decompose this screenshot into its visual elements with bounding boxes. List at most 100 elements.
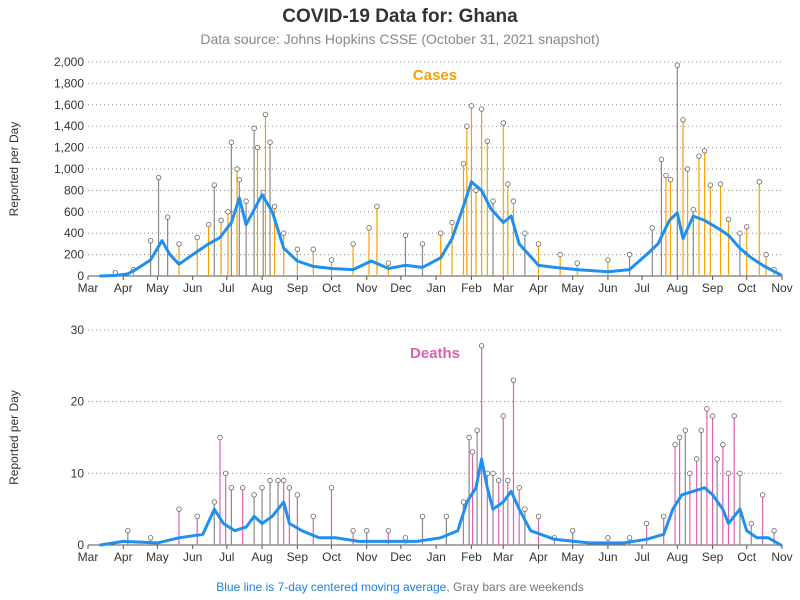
daily-point	[310, 513, 316, 520]
daily-point	[176, 241, 182, 247]
daily-point	[262, 111, 269, 118]
x-tick-label: Jan	[426, 550, 445, 564]
daily-point	[696, 153, 702, 159]
daily-point	[364, 527, 370, 534]
daily-point	[756, 179, 762, 185]
x-tick-label: Jul	[219, 550, 234, 564]
daily-point	[328, 257, 335, 263]
y-tick-label: 200	[64, 248, 84, 262]
daily-point	[366, 225, 372, 231]
x-tick-label: Apr	[114, 550, 133, 564]
daily-point	[771, 527, 777, 534]
daily-point	[500, 120, 506, 126]
x-tick-label: Oct	[737, 550, 756, 564]
page-subtitle: Data source: Johns Hopkins CSSE (October…	[200, 31, 600, 47]
daily-point	[704, 406, 710, 412]
x-tick-label: Aug	[251, 550, 272, 564]
x-tick-label: Feb	[461, 281, 482, 295]
y-tick-label: 30	[71, 323, 85, 337]
daily-point	[294, 246, 301, 252]
daily-point	[676, 434, 683, 441]
daily-point	[280, 230, 287, 236]
daily-point	[649, 225, 656, 231]
daily-point	[737, 230, 743, 236]
daily-point	[505, 477, 511, 484]
y-tick-label: 1,800	[54, 76, 84, 90]
y-tick-label: 1,000	[54, 162, 84, 176]
x-tick-label: Mar	[78, 550, 99, 564]
x-tick-label: Jun	[598, 550, 617, 564]
daily-point	[605, 535, 611, 541]
daily-point	[759, 492, 766, 498]
y-tick-label: 1,600	[54, 98, 84, 112]
daily-point	[155, 174, 162, 181]
daily-point	[473, 187, 479, 194]
daily-point	[569, 527, 576, 534]
x-tick-label: Apr	[529, 550, 548, 564]
daily-point	[466, 434, 472, 441]
x-tick-label: Sep	[287, 550, 309, 564]
daily-point	[672, 441, 678, 448]
daily-point	[228, 139, 235, 145]
daily-point	[385, 527, 392, 534]
daily-point	[211, 499, 217, 505]
daily-point	[259, 484, 265, 491]
daily-point	[496, 477, 502, 484]
daily-point	[234, 166, 240, 172]
daily-point	[217, 434, 223, 441]
y-tick-label: 800	[64, 183, 84, 197]
daily-point	[271, 203, 278, 210]
daily-point	[468, 103, 475, 109]
daily-point	[236, 176, 243, 183]
daily-point	[205, 221, 212, 228]
x-tick-label: Mar	[493, 281, 514, 295]
footnote-average-note: Blue line is 7-day centered moving avera…	[216, 580, 450, 594]
x-tick-label: Nov	[356, 550, 377, 564]
x-tick-label: Jun	[598, 281, 617, 295]
daily-point	[605, 257, 611, 263]
daily-point	[474, 427, 480, 434]
daily-point	[449, 219, 455, 226]
daily-point	[310, 246, 316, 252]
x-tick-label: Nov	[771, 550, 792, 564]
daily-point	[222, 470, 229, 477]
x-tick-label: Nov	[771, 281, 792, 295]
daily-point	[147, 237, 154, 244]
x-tick-label: Mar	[78, 281, 99, 295]
daily-point	[275, 477, 281, 484]
daily-point	[667, 176, 674, 183]
daily-point	[626, 251, 633, 258]
y-axis-label: Reported per Day	[7, 122, 21, 217]
footnote-weekend-note: Gray bars are weekends	[453, 580, 584, 594]
x-tick-label: Jun	[183, 550, 202, 564]
daily-point	[522, 230, 528, 236]
daily-point	[693, 456, 700, 462]
x-tick-label: Sep	[287, 281, 309, 295]
x-tick-label: Nov	[356, 281, 377, 295]
moving-average-line	[99, 457, 783, 547]
y-tick-label: 20	[71, 395, 85, 409]
daily-point	[328, 484, 335, 491]
daily-point	[500, 413, 506, 419]
daily-point	[478, 343, 485, 349]
daily-point	[701, 148, 708, 154]
daily-point	[484, 138, 491, 144]
daily-point	[687, 470, 693, 477]
y-tick-label: 0	[77, 269, 84, 283]
daily-point	[748, 520, 754, 527]
daily-point	[682, 427, 688, 434]
daily-point	[643, 520, 650, 527]
daily-point	[240, 484, 246, 491]
x-tick-label: Apr	[114, 281, 133, 295]
x-tick-label: Aug	[251, 281, 272, 295]
daily-point	[194, 234, 200, 241]
x-tick-label: Mar	[493, 550, 514, 564]
y-tick-label: 2,000	[54, 55, 84, 69]
y-axis-label: Reported per Day	[7, 390, 21, 485]
y-tick-label: 0	[77, 538, 84, 552]
daily-point	[725, 216, 732, 222]
x-tick-label: Feb	[461, 550, 482, 564]
moving-average-line	[99, 180, 783, 278]
x-tick-label: Aug	[667, 550, 688, 564]
